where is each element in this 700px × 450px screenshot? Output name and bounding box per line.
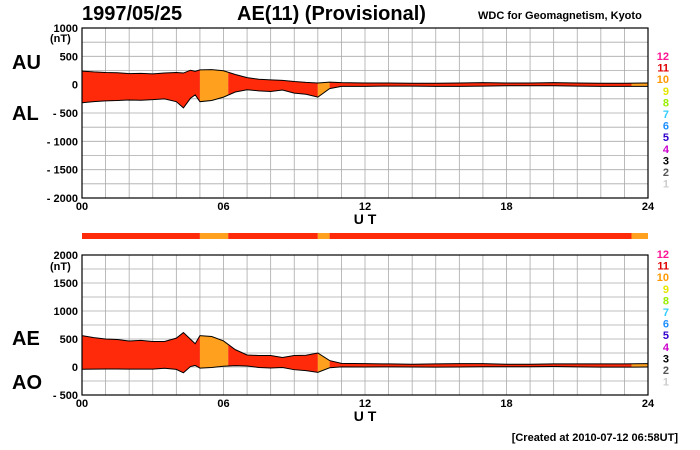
au-al-legend-item: 1 (663, 179, 669, 191)
station-count-bar (82, 233, 648, 239)
ae-ao-legend-item: 1 (663, 377, 669, 389)
ae-ao-legend-item: 7 (663, 307, 669, 319)
au-al-xtick-label: 24 (642, 201, 655, 213)
au-al-xtick-label: 00 (76, 201, 88, 213)
au-al-xtick-label: 06 (217, 201, 229, 213)
ao-label: AO (12, 372, 42, 394)
ae-ao-xtick-label: 18 (500, 398, 512, 410)
ae-ao-legend-item: 10 (657, 272, 669, 284)
au-al-legend-item: 9 (663, 86, 669, 98)
ae-ao-line-ao (81, 364, 649, 374)
created-timestamp: [Created at 2010-07-12 06:58UT] (511, 432, 678, 444)
station-count-segment (631, 233, 648, 239)
unit-label-bottom: (nT) (50, 261, 71, 273)
ae-ao-ytick-label: 1500 (54, 278, 78, 290)
au-al-line-au (81, 69, 649, 84)
ae-ao-xtick-label: 12 (359, 398, 371, 410)
ae-ao-ytick-label: 0 (72, 362, 78, 374)
ae-ao-xaxis-label: U T (354, 408, 377, 424)
au-al-frame (81, 27, 649, 199)
au-label: AU (12, 52, 41, 74)
ae-ao-legend-item: 11 (657, 261, 669, 273)
au-al-legend-item: 7 (663, 109, 669, 121)
au-al-ytick-label: - 1500 (47, 165, 78, 177)
au-al-legend-item: 3 (663, 155, 669, 167)
au-al-xaxis-label: U T (354, 211, 377, 227)
au-al-ytick-label: 1000 (54, 23, 78, 35)
au-al-legend-item: 12 (657, 51, 669, 63)
ae-ao-ytick-label: 1000 (54, 306, 78, 318)
ae-ao-legend-item: 5 (663, 330, 669, 342)
au-al-legend-item: 8 (663, 97, 669, 109)
au-al-area-segment (317, 69, 330, 108)
ae-ao-legend-item: 6 (663, 319, 669, 331)
ae-ao-ytick-label: - 500 (53, 390, 78, 402)
station-count-segment (329, 233, 632, 239)
ae-ao-xtick-label: 06 (217, 398, 229, 410)
ae-ao-legend-item: 4 (663, 342, 670, 354)
chart-title: AE(11) (Provisional) (237, 3, 426, 25)
ae-ao-xtick-label: 24 (642, 398, 655, 410)
au-al-legend-item: 2 (663, 167, 669, 179)
ae-ao-legend-item: 8 (663, 295, 669, 307)
au-al-ytick-label: 0 (72, 80, 78, 92)
station-count-segment (82, 233, 200, 239)
ae-ao-legend-item: 12 (657, 249, 669, 261)
au-al-ytick-label: - 1000 (47, 136, 78, 148)
au-al-legend-item: 10 (657, 74, 669, 86)
unit-label-top: (nT) (50, 33, 71, 45)
ae-ao-frame (81, 254, 649, 396)
chart-date: 1997/05/25 (82, 3, 183, 25)
station-count-segment (199, 233, 229, 239)
au-al-legend-item: 4 (663, 144, 670, 156)
ae-ao-legend-item: 3 (663, 353, 669, 365)
station-count-segment (317, 233, 330, 239)
institution-label: WDC for Geomagnetism, Kyoto (478, 10, 642, 22)
au-al-legend-item: 6 (663, 121, 669, 133)
station-count-segment (228, 233, 318, 239)
ae-ao-line-ae (81, 331, 649, 365)
au-al-legend-item: 5 (663, 132, 669, 144)
au-al-line-al (81, 85, 648, 109)
au-al-xtick-label: 18 (500, 201, 512, 213)
ae-ao-ytick-label: 500 (60, 334, 78, 346)
ae-ao-legend-item: 9 (663, 284, 669, 296)
au-al-grid (81, 27, 649, 199)
au-al-legend-item: 11 (657, 63, 669, 75)
au-al-ytick-label: 500 (60, 51, 78, 63)
au-al-ytick-label: - 2000 (47, 193, 78, 205)
ae-ao-ytick-label: 2000 (54, 250, 78, 262)
au-al-ytick-label: - 500 (53, 108, 78, 120)
au-al-xtick-label: 12 (359, 201, 371, 213)
ae-ao-grid (81, 254, 649, 396)
al-label: AL (12, 103, 39, 125)
ae-ao-xtick-label: 00 (76, 398, 88, 410)
ae-ao-legend-item: 2 (663, 365, 669, 377)
ae-label: AE (12, 328, 40, 350)
